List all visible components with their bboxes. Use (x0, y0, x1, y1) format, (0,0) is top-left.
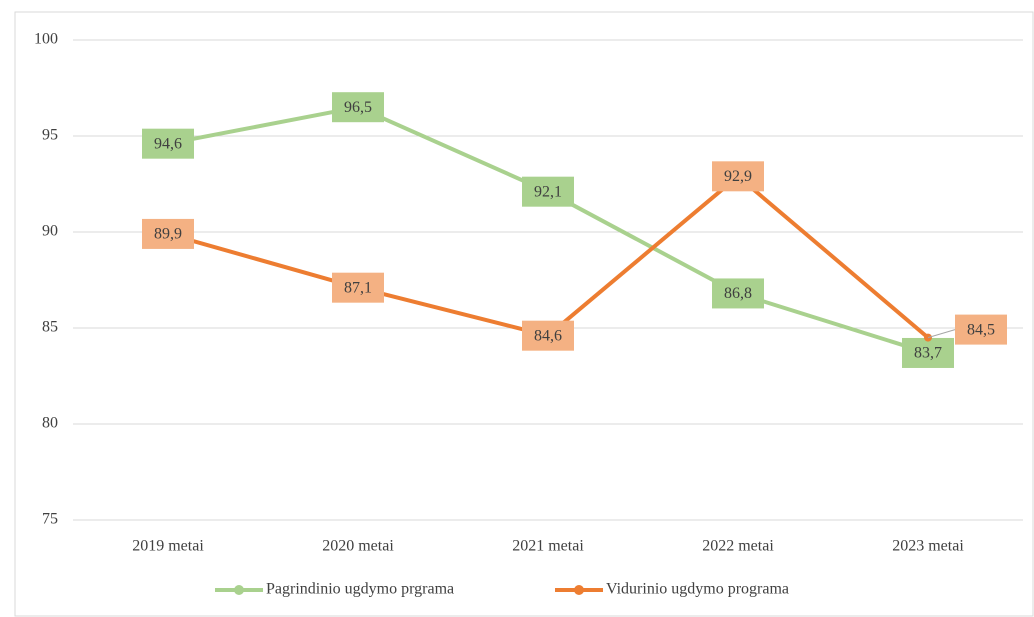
y-tick-label: 100 (34, 31, 58, 48)
value-label-box (955, 314, 1007, 345)
value-label-box (522, 320, 574, 351)
x-tick-label: 2019 metai (132, 538, 204, 555)
value-label: 96,5 (344, 99, 372, 116)
y-tick-label: 85 (42, 319, 58, 336)
leader-line (927, 329, 956, 339)
legend-label: Pagrindinio ugdymo prgrama (266, 581, 454, 598)
value-label: 87,1 (344, 279, 372, 296)
value-label-box (142, 128, 194, 159)
y-tick-label: 80 (42, 415, 58, 432)
x-tick-label: 2021 metai (512, 538, 584, 555)
value-label: 84,5 (967, 321, 995, 338)
legend-marker (234, 585, 244, 595)
value-label: 94,6 (154, 135, 182, 152)
x-tick-label: 2022 metai (702, 538, 774, 555)
chart-frame (14, 11, 1034, 617)
legend-label: Vidurinio ugdymo programa (606, 581, 789, 598)
value-label: 86,8 (724, 285, 752, 302)
value-label-box (332, 272, 384, 303)
value-label: 92,1 (534, 183, 562, 200)
y-tick-label: 95 (42, 127, 58, 144)
legend-marker (574, 585, 584, 595)
value-label-box (332, 92, 384, 123)
value-label: 92,9 (724, 168, 752, 185)
value-label-box (142, 218, 194, 249)
y-tick-label: 75 (42, 511, 58, 528)
y-tick-label: 90 (42, 223, 58, 240)
value-label: 89,9 (154, 226, 182, 243)
value-label: 84,6 (534, 327, 562, 344)
value-label-box (712, 278, 764, 309)
x-tick-label: 2020 metai (322, 538, 394, 555)
value-label-box (902, 337, 954, 368)
value-label-box (712, 161, 764, 192)
x-tick-label: 2023 metai (892, 538, 964, 555)
value-label: 83,7 (914, 345, 942, 362)
value-label-box (522, 176, 574, 207)
